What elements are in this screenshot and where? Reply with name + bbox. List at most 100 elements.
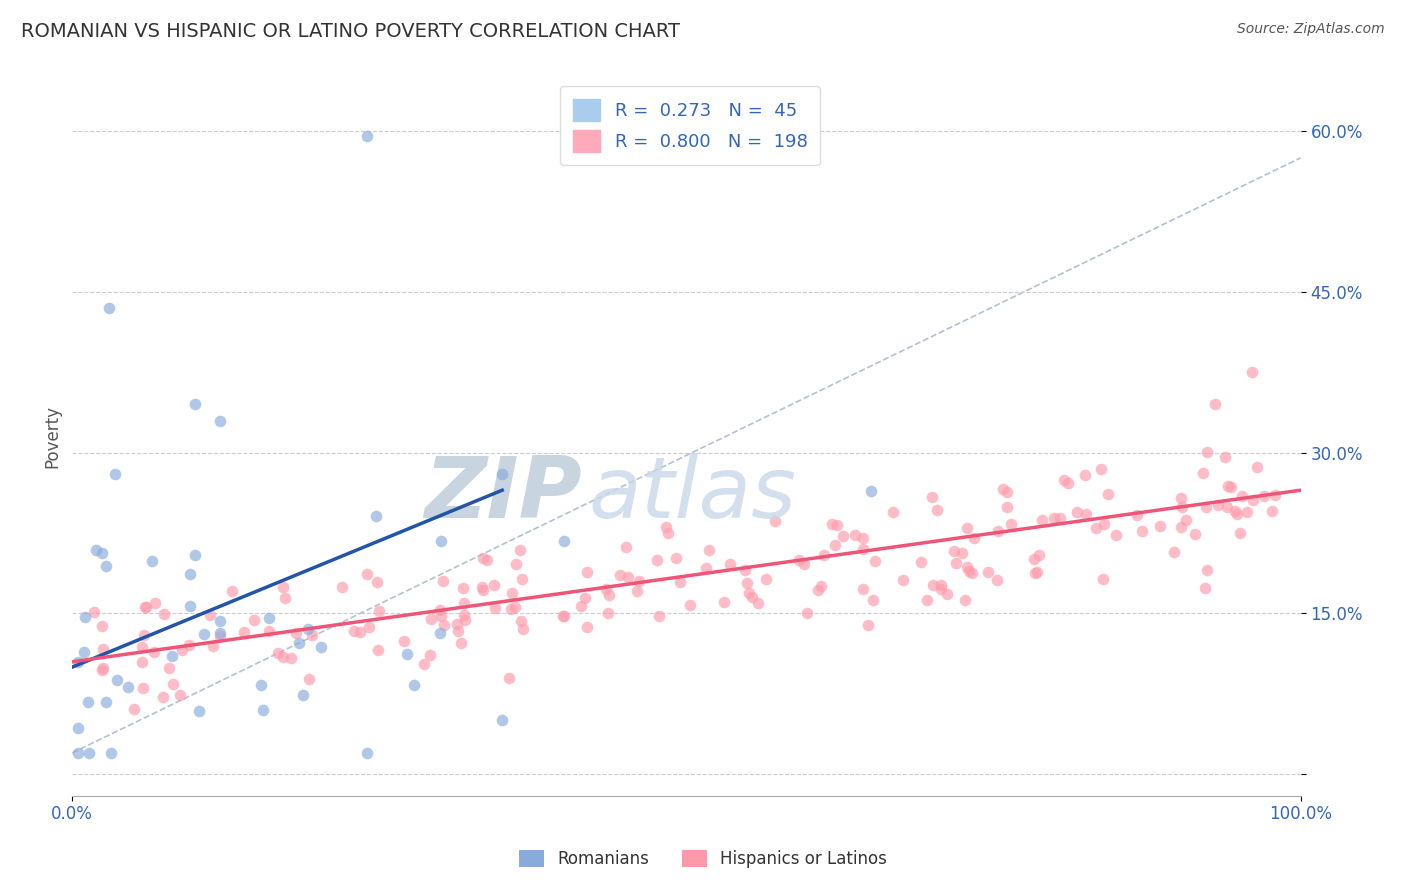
- Point: [179, 599, 201, 613]
- Point: [131, 640, 153, 655]
- Point: [921, 491, 943, 505]
- Point: [645, 553, 668, 567]
- Point: [454, 613, 477, 627]
- Point: [832, 529, 855, 543]
- Point: [1024, 566, 1046, 580]
- Point: [179, 567, 201, 582]
- Point: [1091, 572, 1114, 586]
- Point: [925, 502, 948, 516]
- Point: [152, 690, 174, 705]
- Point: [91, 642, 114, 657]
- Point: [446, 617, 468, 632]
- Point: [1230, 489, 1253, 503]
- Point: [67, 746, 90, 760]
- Point: [330, 581, 353, 595]
- Point: [280, 651, 302, 665]
- Point: [394, 633, 416, 648]
- Point: [718, 558, 741, 572]
- Point: [1195, 500, 1218, 514]
- Point: [699, 542, 721, 557]
- Point: [143, 645, 166, 659]
- Point: [419, 648, 441, 662]
- Point: [865, 554, 887, 568]
- Point: [503, 599, 526, 614]
- Point: [569, 599, 592, 614]
- Point: [453, 581, 475, 595]
- Point: [1225, 504, 1247, 518]
- Point: [1229, 525, 1251, 540]
- Point: [491, 713, 513, 727]
- Point: [162, 677, 184, 691]
- Point: [963, 531, 986, 545]
- Point: [301, 628, 323, 642]
- Point: [453, 596, 475, 610]
- Point: [1170, 491, 1192, 506]
- Point: [429, 626, 451, 640]
- Point: [956, 560, 979, 574]
- Point: [242, 613, 264, 627]
- Point: [259, 624, 281, 638]
- Point: [929, 582, 952, 597]
- Point: [498, 671, 520, 685]
- Point: [882, 505, 904, 519]
- Point: [741, 591, 763, 605]
- Point: [956, 521, 979, 535]
- Point: [747, 596, 769, 610]
- Point: [202, 639, 225, 653]
- Point: [910, 555, 932, 569]
- Point: [249, 678, 271, 692]
- Point: [76, 695, 98, 709]
- Point: [510, 572, 533, 586]
- Point: [366, 574, 388, 589]
- Point: [135, 599, 157, 614]
- Legend: R =  0.273   N =  45, R =  0.800   N =  198: R = 0.273 N = 45, R = 0.800 N = 198: [561, 87, 820, 165]
- Point: [404, 678, 426, 692]
- Point: [356, 567, 378, 582]
- Y-axis label: Poverty: Poverty: [44, 405, 60, 468]
- Point: [208, 626, 231, 640]
- Point: [484, 601, 506, 615]
- Point: [1084, 521, 1107, 535]
- Point: [1097, 487, 1119, 501]
- Point: [349, 625, 371, 640]
- Point: [122, 702, 145, 716]
- Point: [367, 643, 389, 657]
- Point: [413, 657, 436, 672]
- Point: [735, 575, 758, 590]
- Point: [1076, 507, 1098, 521]
- Text: atlas: atlas: [588, 452, 796, 535]
- Point: [105, 673, 128, 687]
- Point: [1216, 479, 1239, 493]
- Point: [807, 583, 830, 598]
- Point: [169, 688, 191, 702]
- Point: [471, 550, 494, 565]
- Point: [862, 593, 884, 607]
- Point: [131, 656, 153, 670]
- Point: [1253, 489, 1275, 503]
- Point: [67, 721, 90, 735]
- Point: [1104, 528, 1126, 542]
- Point: [851, 582, 873, 597]
- Point: [396, 647, 419, 661]
- Point: [793, 557, 815, 571]
- Point: [96, 559, 118, 574]
- Point: [595, 582, 617, 596]
- Point: [821, 516, 844, 531]
- Point: [117, 680, 139, 694]
- Point: [1215, 450, 1237, 464]
- Point: [357, 619, 380, 633]
- Point: [1126, 508, 1149, 523]
- Point: [292, 688, 315, 702]
- Point: [995, 484, 1018, 499]
- Point: [796, 607, 818, 621]
- Point: [170, 642, 193, 657]
- Point: [851, 542, 873, 557]
- Point: [1246, 459, 1268, 474]
- Point: [484, 578, 506, 592]
- Point: [430, 608, 453, 623]
- Point: [598, 606, 620, 620]
- Point: [957, 564, 980, 578]
- Point: [366, 508, 388, 523]
- Point: [574, 591, 596, 606]
- Point: [368, 604, 391, 618]
